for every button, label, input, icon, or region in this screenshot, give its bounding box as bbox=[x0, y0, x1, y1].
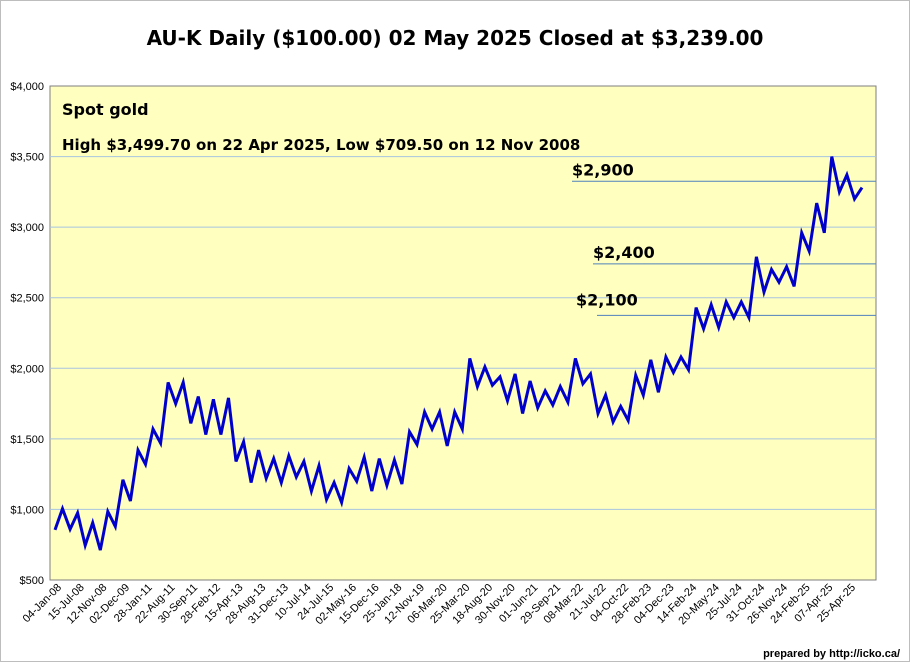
y-tick-label: $500 bbox=[20, 575, 44, 587]
reference-line-label: $2,900 bbox=[572, 160, 634, 179]
y-tick-label: $2,500 bbox=[10, 293, 44, 305]
y-tick-label: $3,000 bbox=[10, 222, 44, 234]
gridlines bbox=[50, 156, 876, 510]
reference-line-label: $2,100 bbox=[576, 290, 638, 309]
reference-line-label: $2,400 bbox=[593, 243, 655, 262]
y-tick-label: $4,000 bbox=[10, 81, 44, 93]
y-tick-label: $1,500 bbox=[10, 434, 44, 446]
x-axis-ticks: 04-Jan-0815-Jul-0812-Nov-0802-Dec-0928-J… bbox=[21, 582, 859, 628]
y-axis-ticks: $500 $1,000 $1,500 $2,000 $2,500 $3,000 $3,500… bbox=[10, 81, 44, 587]
y-tick-label: $3,500 bbox=[10, 152, 44, 164]
y-tick-label: $2,000 bbox=[10, 363, 44, 375]
plot-background bbox=[49, 85, 877, 581]
high-low-annotation: High $3,499.70 on 22 Apr 2025, Low $709.… bbox=[62, 136, 580, 154]
reference-lines: $2,900 $2,400 $2,100 bbox=[572, 160, 876, 316]
credit-text: prepared by http://icko.ca/ bbox=[763, 648, 900, 660]
y-tick-label: $1,000 bbox=[10, 504, 44, 516]
series-label: Spot gold bbox=[62, 100, 149, 119]
price-series-line bbox=[53, 156, 864, 551]
chart-title: AU-K Daily ($100.00) 02 May 2025 Closed … bbox=[146, 26, 764, 50]
